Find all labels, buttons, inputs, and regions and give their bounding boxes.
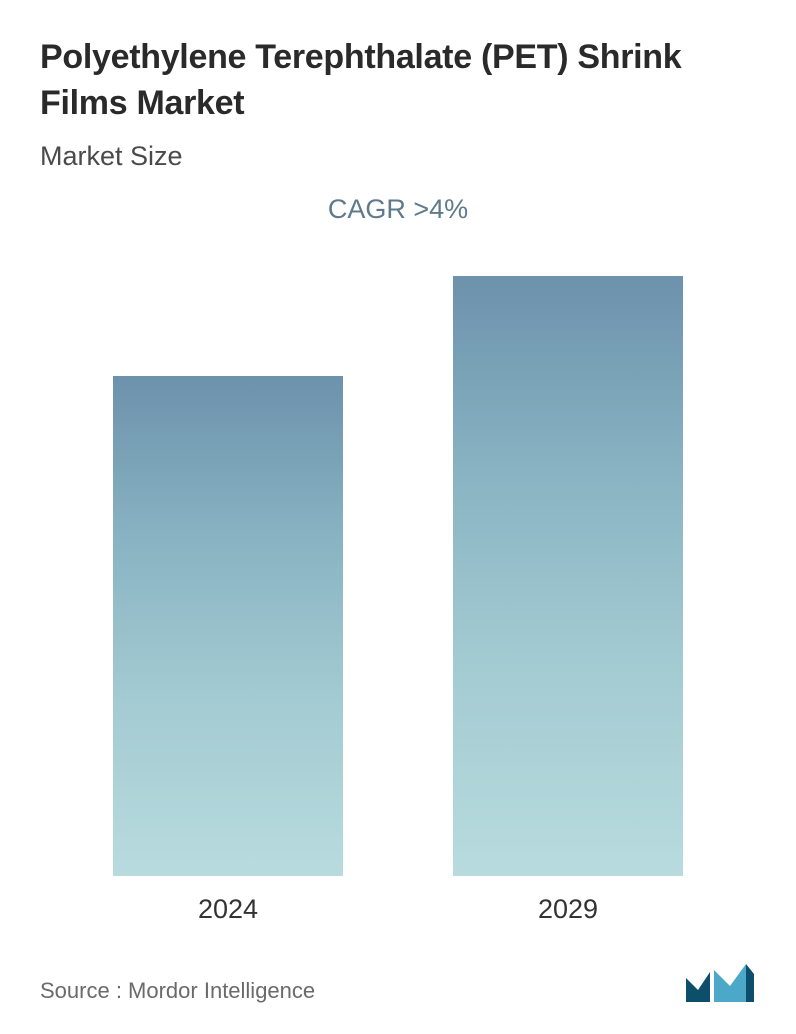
- bar-label-1: 2029: [538, 894, 598, 925]
- cagr-label: CAGR >4%: [40, 194, 756, 225]
- mordor-logo-icon: [684, 962, 756, 1004]
- bar-label-0: 2024: [198, 894, 258, 925]
- bar-0: [113, 376, 343, 876]
- chart-title: Polyethylene Terephthalate (PET) Shrink …: [40, 35, 756, 127]
- bar-chart: 2024 2029: [40, 285, 756, 925]
- bar-1: [453, 276, 683, 876]
- bar-group-1: 2029: [453, 276, 683, 925]
- chart-subtitle: Market Size: [40, 141, 756, 172]
- source-text: Source : Mordor Intelligence: [40, 978, 315, 1004]
- bar-group-0: 2024: [113, 376, 343, 925]
- footer: Source : Mordor Intelligence: [40, 962, 756, 1004]
- brand-logo: [684, 962, 756, 1004]
